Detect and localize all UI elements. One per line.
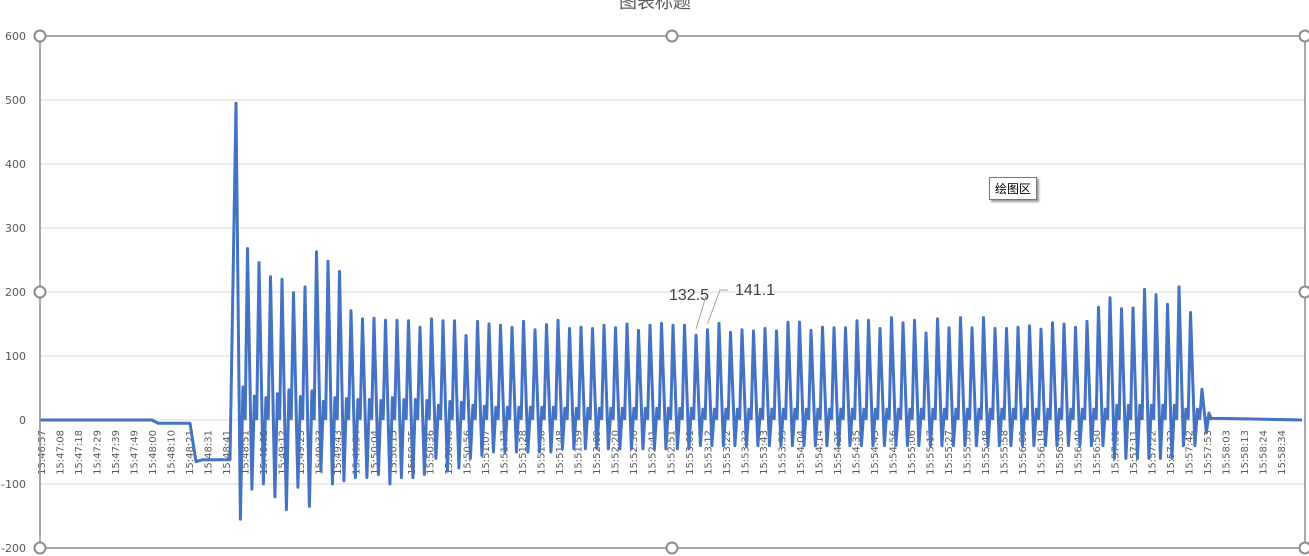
x-tick-label: 15:48:21 <box>185 430 196 475</box>
x-tick-label: 15:56:30 <box>1055 430 1066 475</box>
x-tick-label: 15:50:36 <box>426 430 437 475</box>
x-tick-label: 15:50:56 <box>463 430 474 475</box>
series-line <box>40 101 1303 521</box>
x-tick-label: 15:52:09 <box>592 430 603 475</box>
x-tick-label: 15:56:19 <box>1036 430 1047 475</box>
x-tick-label: 15:50:46 <box>444 430 455 475</box>
x-tick-label: 15:51:38 <box>537 430 548 475</box>
x-tick-label: 15:48:10 <box>167 430 178 475</box>
chart-title: 图表标题 <box>619 0 691 13</box>
resize-handle[interactable] <box>1298 285 1309 299</box>
x-tick-label: 15:48:51 <box>241 430 252 475</box>
x-tick-label: 15:54:45 <box>870 430 881 475</box>
x-tick-label: 15:47:39 <box>111 430 122 475</box>
x-tick-label: 15:55:06 <box>907 430 918 475</box>
x-tick-label: 15:48:31 <box>204 430 215 475</box>
resize-handle[interactable] <box>33 29 47 43</box>
x-tick-label: 15:49:43 <box>333 430 344 475</box>
x-tick-label: 15:56:50 <box>1092 430 1103 475</box>
x-tick-label: 15:53:53 <box>777 430 788 475</box>
x-tick-label: 15:56:40 <box>1073 430 1084 475</box>
x-tick-label: 15:52:20 <box>611 430 622 475</box>
x-tick-label: 15:58:34 <box>1277 430 1288 475</box>
x-tick-label: 15:50:15 <box>389 430 400 475</box>
x-tick-label: 15:52:41 <box>648 430 659 475</box>
x-tick-label: 15:57:22 <box>1147 430 1158 475</box>
resize-handle[interactable] <box>33 285 47 299</box>
x-tick-label: 15:52:51 <box>666 430 677 475</box>
x-tick-label: 15:53:01 <box>685 430 696 475</box>
x-tick-label: 15:53:33 <box>740 430 751 475</box>
x-tick-label: 15:49:12 <box>278 430 289 475</box>
x-tick-label: 15:49:23 <box>296 430 307 475</box>
x-tick-label: 15:54:35 <box>851 430 862 475</box>
y-tick-label: 400 <box>5 158 26 171</box>
y-tick-label: 600 <box>5 30 26 43</box>
x-tick-label: 15:54:14 <box>814 430 825 475</box>
data-label: 132.5 <box>669 287 709 304</box>
resize-handle[interactable] <box>33 541 47 555</box>
x-tick-label: 15:50:04 <box>370 430 381 475</box>
y-tick-label: -200 <box>1 542 26 555</box>
data-labels: 132.5 141.1 <box>669 282 775 330</box>
y-tick-label: 300 <box>5 222 26 235</box>
y-tick-label: 0 <box>19 414 26 427</box>
y-tick-label: 500 <box>5 94 26 107</box>
x-tick-label: 15:55:48 <box>981 430 992 475</box>
x-tick-label: 15:47:08 <box>56 430 67 475</box>
data-label: 141.1 <box>735 282 775 299</box>
x-tick-label: 15:54:04 <box>796 430 807 475</box>
x-tick-label: 15:52:30 <box>629 430 640 475</box>
resize-handle[interactable] <box>665 541 679 555</box>
x-tick-label: 15:51:07 <box>481 430 492 475</box>
x-tick-label: 15:58:24 <box>1258 430 1269 475</box>
x-tick-label: 15:55:38 <box>962 430 973 475</box>
x-tick-label: 15:57:53 <box>1203 430 1214 475</box>
x-tick-label: 15:53:22 <box>722 430 733 475</box>
chart-selection-frame[interactable] <box>33 29 1309 555</box>
x-tick-label: 15:48:00 <box>148 430 159 475</box>
x-tick-label: 15:51:59 <box>574 430 585 475</box>
leader-line <box>695 295 707 330</box>
x-tick-label: 15:55:58 <box>999 430 1010 475</box>
x-tick-label: 15:58:03 <box>1221 430 1232 475</box>
x-tick-label: 15:54:56 <box>888 430 899 475</box>
y-tick-label: 200 <box>5 286 26 299</box>
x-tick-label: 15:53:43 <box>759 430 770 475</box>
resize-handle[interactable] <box>1298 29 1309 43</box>
resize-handle[interactable] <box>665 29 679 43</box>
x-tick-label: 15:57:42 <box>1184 430 1195 475</box>
resize-handle[interactable] <box>1298 541 1309 555</box>
y-tick-label: -100 <box>1 478 26 491</box>
x-tick-label: 15:46:57 <box>37 430 48 475</box>
x-tick-label: 15:47:29 <box>93 430 104 475</box>
x-tick-label: 15:54:25 <box>833 430 844 475</box>
x-tick-label: 15:55:27 <box>944 430 955 475</box>
leader-line <box>707 289 728 324</box>
x-tick-label: 15:47:18 <box>74 430 85 475</box>
x-tick-label: 15:58:13 <box>1240 430 1251 475</box>
x-tick-label: 15:53:12 <box>703 430 714 475</box>
x-tick-label: 15:47:49 <box>130 430 141 475</box>
x-tick-label: 15:51:48 <box>555 430 566 475</box>
x-tick-label: 15:56:09 <box>1018 430 1029 475</box>
y-tick-label: 100 <box>5 350 26 363</box>
x-tick-label: 15:48:41 <box>222 430 233 475</box>
y-axis-tick-labels: -200 -100 0 100 200 300 400 500 600 <box>1 30 26 555</box>
x-tick-label: 15:55:17 <box>925 430 936 475</box>
x-axis-tick-labels: 15:46:57 15:47:08 15:47:18 15:47:29 15:47:39… <box>37 430 1288 475</box>
x-tick-label: 15:57:11 <box>1129 430 1140 475</box>
x-tick-label: 15:51:28 <box>518 430 529 475</box>
plot-area-tooltip: 绘图区 <box>989 177 1038 200</box>
